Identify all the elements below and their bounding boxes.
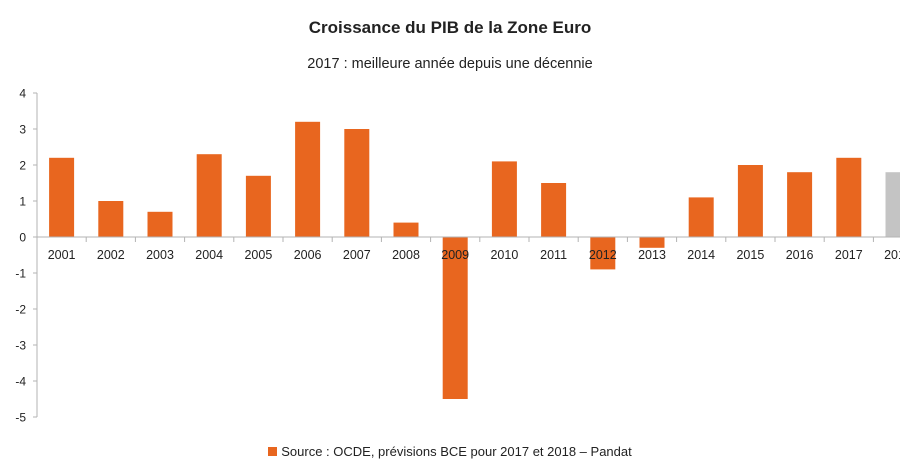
- x-tick-label: 2002: [97, 248, 125, 262]
- x-tick-label: 2015: [736, 248, 764, 262]
- chart-title: Croissance du PIB de la Zone Euro: [308, 18, 592, 37]
- chart-subtitle: 2017 : meilleure année depuis une décenn…: [307, 56, 593, 72]
- bar-2004: [196, 154, 222, 237]
- bar-2013: [639, 237, 665, 248]
- x-tick-label: 2012: [589, 248, 617, 262]
- y-tick-label: 4: [19, 87, 26, 101]
- bar-2001: [49, 157, 75, 237]
- x-tick-label: 2016: [786, 248, 814, 262]
- y-tick-label: 2: [19, 159, 26, 173]
- x-tick-label: 2011: [540, 248, 567, 262]
- bar-2010: [491, 161, 517, 237]
- bar-2002: [98, 201, 124, 237]
- legend-label: Source : OCDE, prévisions BCE pour 2017 …: [281, 444, 632, 459]
- y-tick-label: -3: [15, 339, 26, 353]
- bar-2006: [295, 121, 321, 237]
- x-tick-label: 2005: [244, 248, 272, 262]
- bar-2012: [590, 237, 616, 270]
- bar-2017: [836, 157, 862, 237]
- bar-2003: [147, 211, 173, 237]
- x-tick-label: 2001: [48, 248, 76, 262]
- bar-2011: [541, 183, 567, 237]
- bar-2014: [688, 197, 714, 237]
- bar-2007: [344, 129, 370, 237]
- y-tick-label: -2: [15, 303, 26, 317]
- bar-2016: [787, 172, 813, 237]
- y-tick-label: -5: [15, 411, 26, 425]
- bars-group: [49, 121, 900, 399]
- x-tick-labels: 2001 2002 2003 2004 2005 2006 2007 2008 2009 2010…: [48, 248, 900, 262]
- bar-2018: [885, 172, 900, 237]
- bar-2008: [393, 222, 419, 237]
- x-tick-label: 2004: [195, 248, 223, 262]
- x-tick-label: 2018: [884, 248, 900, 262]
- x-tick-label: 2008: [392, 248, 420, 262]
- x-tick-label: 2003: [146, 248, 174, 262]
- y-tick-label: 3: [19, 123, 26, 137]
- y-tick-label: -1: [15, 267, 26, 281]
- legend-swatch: [268, 447, 278, 456]
- x-tick-label: 2006: [294, 248, 322, 262]
- y-tick-labels: 4 3 2 1 0 -1 -2 -3 -4 -5: [15, 87, 26, 425]
- bar-2009: [442, 237, 468, 399]
- axes-group: [33, 92, 900, 418]
- bar-2005: [245, 175, 271, 237]
- legend: Source : OCDE, prévisions BCE pour 2017 …: [0, 444, 900, 459]
- x-tick-label: 2013: [638, 248, 666, 262]
- x-tick-label: 2017: [835, 248, 863, 262]
- y-tick-label: 1: [19, 195, 26, 209]
- bar-2015: [737, 165, 763, 237]
- x-tick-label: 2007: [343, 248, 371, 262]
- y-tick-label: 0: [19, 231, 26, 245]
- y-tick-label: -4: [15, 375, 26, 389]
- x-tick-label: 2009: [441, 248, 469, 262]
- x-tick-label: 2010: [490, 248, 518, 262]
- x-tick-label: 2014: [687, 248, 715, 262]
